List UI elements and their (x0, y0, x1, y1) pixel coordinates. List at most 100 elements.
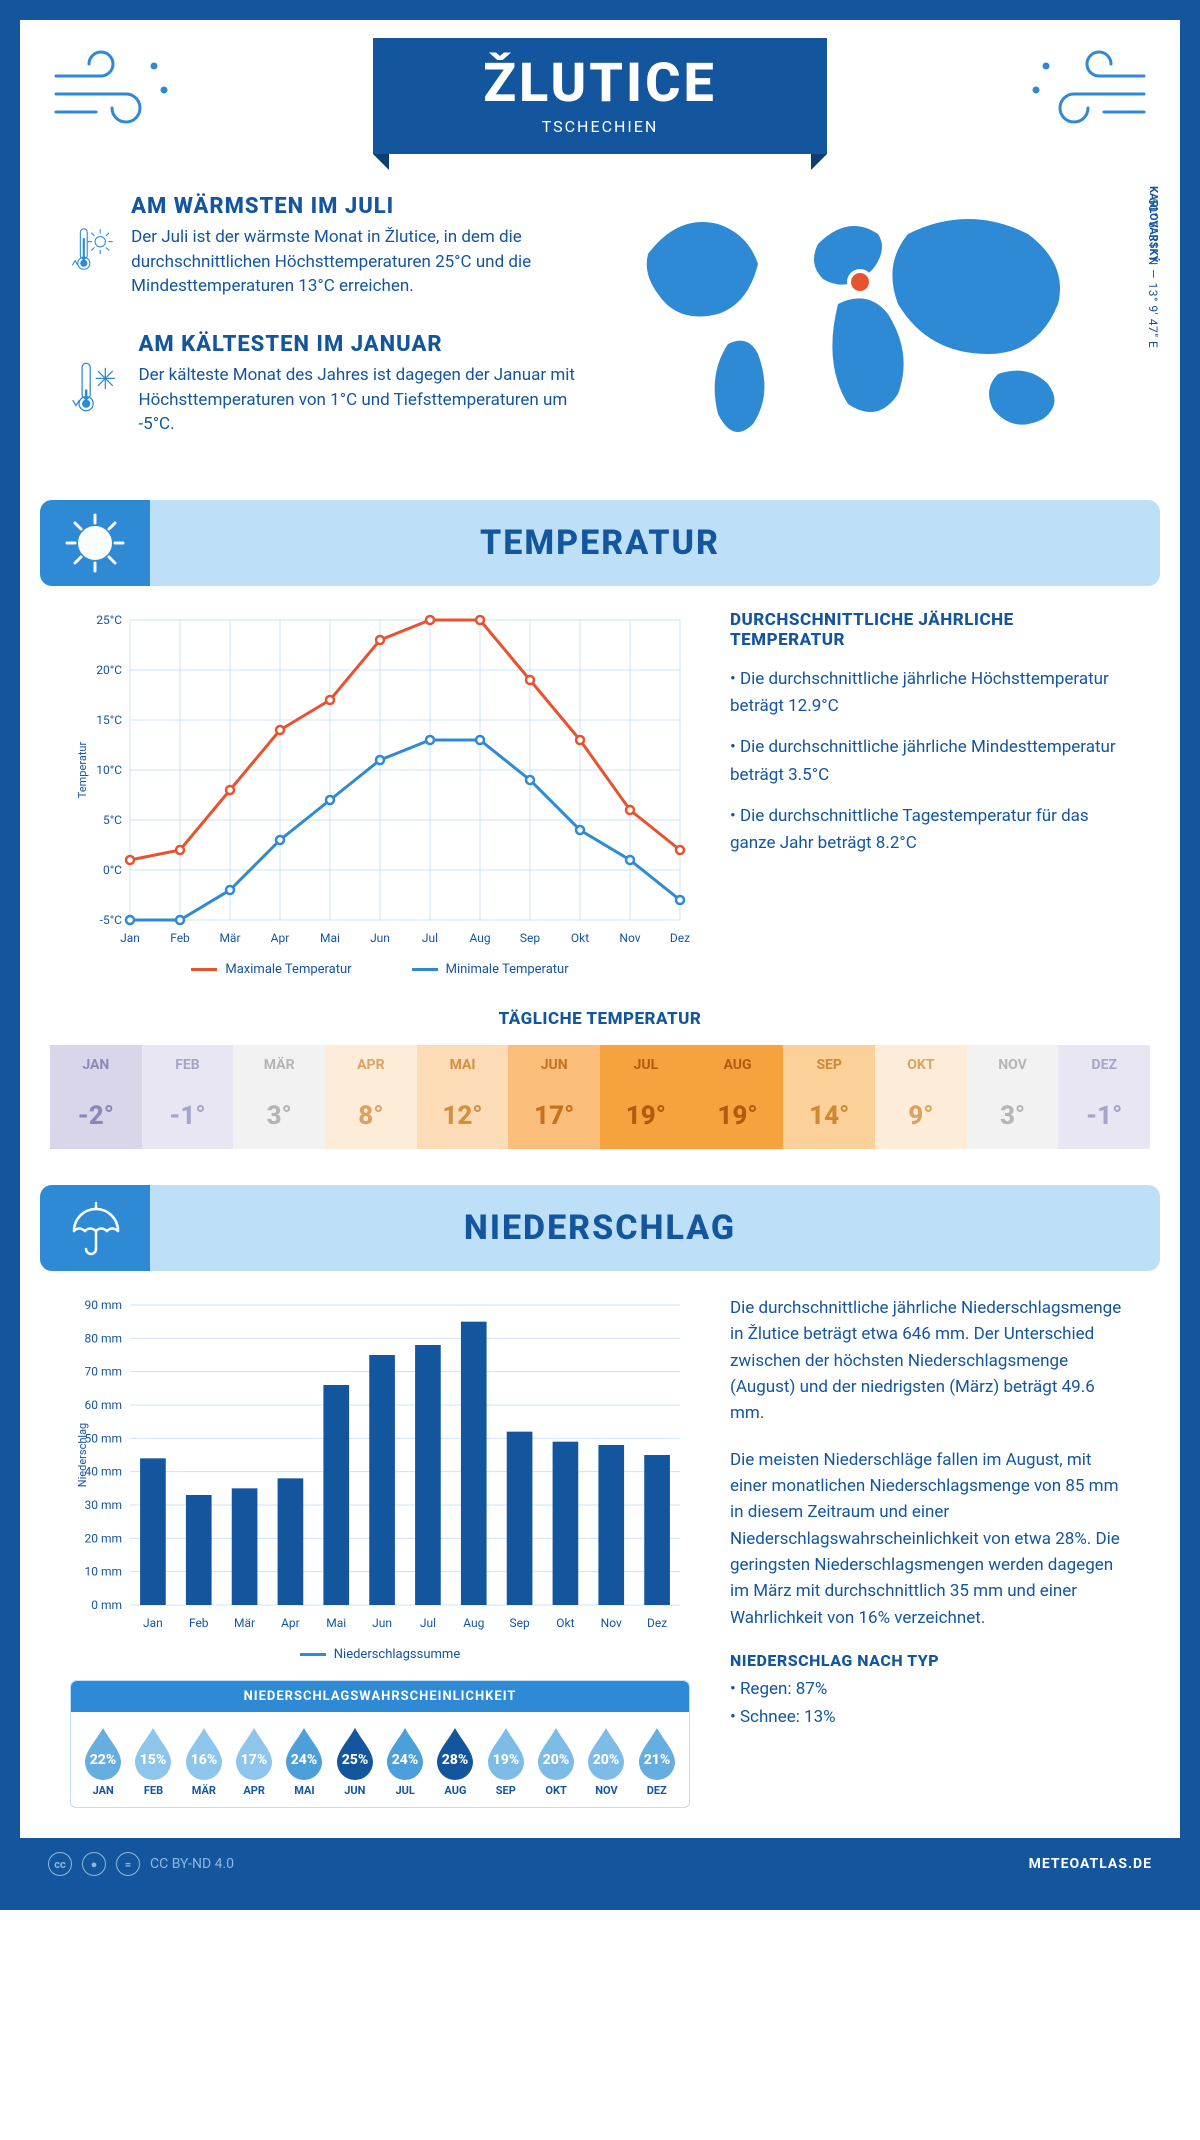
thermometer-cold-icon (70, 332, 120, 442)
wind-icon (1022, 46, 1152, 136)
temperature-title: TEMPERATUR (480, 523, 720, 563)
temp-bullet-2: • Die durchschnittliche jährliche Mindes… (730, 734, 1130, 788)
precip-title: NIEDERSCHLAG (464, 1208, 736, 1248)
svg-text:20 mm: 20 mm (84, 1531, 122, 1545)
prob-title: NIEDERSCHLAGSWAHRSCHEINLICHKEIT (71, 1681, 689, 1712)
svg-text:80 mm: 80 mm (84, 1331, 122, 1345)
coldest-text: Der kälteste Monat des Jahres ist dagege… (138, 363, 597, 437)
temperature-info: DURCHSCHNITTLICHE JÄHRLICHE TEMPERATUR •… (730, 610, 1130, 977)
precip-section-head: NIEDERSCHLAG (40, 1185, 1160, 1271)
svg-text:Dez: Dez (647, 1616, 667, 1630)
svg-text:Mai: Mai (320, 931, 340, 945)
wind-icon (48, 46, 178, 136)
svg-text:Temperatur: Temperatur (76, 742, 89, 799)
svg-text:Feb: Feb (189, 1616, 209, 1630)
title-ribbon: ŽLUTICE TSCHECHIEN (373, 38, 827, 154)
svg-text:15°C: 15°C (96, 713, 122, 727)
warmest-title: AM WÄRMSTEN IM JULI (131, 194, 597, 219)
svg-text:24%: 24% (291, 1752, 318, 1768)
svg-text:10°C: 10°C (96, 763, 122, 777)
svg-text:28%: 28% (442, 1752, 469, 1768)
precip-info: Die durchschnittliche jährliche Niedersc… (730, 1295, 1130, 1808)
coords-label: 50° 5' 31" N — 13° 9' 47" E (1146, 198, 1160, 348)
daily-cell: APR8° (325, 1045, 417, 1149)
prob-drop: 20%OKT (532, 1724, 580, 1797)
precip-type-2: • Schnee: 13% (730, 1704, 1130, 1730)
svg-text:Mai: Mai (326, 1616, 346, 1630)
svg-text:90 mm: 90 mm (84, 1298, 122, 1312)
legend-min: Minimale Temperatur (412, 962, 569, 977)
by-icon: ● (82, 1852, 106, 1876)
svg-text:20%: 20% (593, 1752, 620, 1768)
svg-text:Jun: Jun (370, 931, 390, 945)
svg-text:30 mm: 30 mm (84, 1498, 122, 1512)
svg-text:20°C: 20°C (96, 663, 122, 677)
prob-drop: 24%JUL (381, 1724, 429, 1797)
prob-drop: 17%APR (230, 1724, 278, 1797)
header: ŽLUTICE TSCHECHIEN (20, 20, 1180, 154)
svg-text:Jul: Jul (420, 1616, 436, 1630)
warmest-block: AM WÄRMSTEN IM JULI Der Juli ist der wär… (70, 194, 598, 304)
svg-text:0 mm: 0 mm (91, 1598, 122, 1612)
svg-text:16%: 16% (191, 1752, 218, 1768)
svg-text:Mär: Mär (219, 931, 240, 945)
svg-text:10 mm: 10 mm (84, 1565, 122, 1579)
sun-icon (63, 511, 127, 575)
temperature-section-head: TEMPERATUR (40, 500, 1160, 586)
daily-cell: DEZ-1° (1058, 1045, 1150, 1149)
svg-text:Jan: Jan (120, 931, 140, 945)
svg-text:Jul: Jul (422, 931, 438, 945)
temp-bullet-1: • Die durchschnittliche jährliche Höchst… (730, 666, 1130, 720)
legend-max: Maximale Temperatur (191, 962, 351, 977)
daily-cell: JAN-2° (50, 1045, 142, 1149)
temperature-line-chart: -5°C0°C5°C10°C15°C20°C25°CJanFebMärAprMa… (70, 610, 690, 977)
svg-text:Sep: Sep (509, 1616, 529, 1630)
prob-drop: 25%JUN (331, 1724, 379, 1797)
footer: cc ● = CC BY-ND 4.0 METEOATLAS.DE (20, 1838, 1180, 1890)
daily-cell: NOV3° (967, 1045, 1059, 1149)
world-map-block: KARLOVARSKÝ 50° 5' 31" N — 13° 9' 47" E (628, 194, 1130, 470)
precip-text-1: Die durchschnittliche jährliche Niedersc… (730, 1295, 1130, 1427)
nd-icon: = (116, 1852, 140, 1876)
svg-text:Nov: Nov (601, 1616, 622, 1630)
daily-cell: MAI12° (417, 1045, 509, 1149)
svg-text:Aug: Aug (469, 931, 490, 945)
svg-text:Feb: Feb (170, 931, 190, 945)
svg-text:50 mm: 50 mm (84, 1431, 122, 1445)
svg-text:Sep: Sep (520, 931, 540, 945)
coldest-title: AM KÄLTESTEN IM JANUAR (138, 332, 597, 357)
prob-drop: 22%JAN (79, 1724, 127, 1797)
svg-text:21%: 21% (644, 1752, 671, 1768)
daily-cell: JUN17° (508, 1045, 600, 1149)
svg-text:Okt: Okt (556, 1616, 574, 1630)
svg-text:70 mm: 70 mm (84, 1365, 122, 1379)
svg-text:Mär: Mär (234, 1616, 255, 1630)
precip-legend: Niederschlagssumme (70, 1647, 690, 1662)
coldest-block: AM KÄLTESTEN IM JANUAR Der kälteste Mona… (70, 332, 598, 442)
precip-probability-box: NIEDERSCHLAGSWAHRSCHEINLICHKEIT 22%JAN15… (70, 1680, 690, 1808)
country-subtitle: TSCHECHIEN (483, 117, 717, 136)
daily-cell: MÄR3° (233, 1045, 325, 1149)
city-title: ŽLUTICE (483, 52, 717, 115)
svg-text:19%: 19% (493, 1752, 520, 1768)
svg-text:60 mm: 60 mm (84, 1398, 122, 1412)
temp-legend: Maximale Temperatur Minimale Temperatur (70, 962, 690, 977)
svg-text:0°C: 0°C (103, 863, 122, 877)
daily-cell: OKT9° (875, 1045, 967, 1149)
license-text: CC BY-ND 4.0 (150, 1856, 234, 1872)
precip-text-2: Die meisten Niederschläge fallen im Augu… (730, 1447, 1130, 1631)
precip-bar-chart: 0 mm10 mm20 mm30 mm40 mm50 mm60 mm70 mm8… (70, 1295, 690, 1635)
prob-drop: 16%MÄR (180, 1724, 228, 1797)
precip-type-1: • Regen: 87% (730, 1676, 1130, 1702)
warmest-text: Der Juli ist der wärmste Monat in Žlutic… (131, 225, 597, 299)
svg-text:22%: 22% (90, 1752, 117, 1768)
svg-text:Dez: Dez (670, 931, 690, 945)
svg-text:Nov: Nov (619, 931, 640, 945)
daily-temp-grid: JAN-2°FEB-1°MÄR3°APR8°MAI12°JUN17°JUL19°… (50, 1045, 1150, 1149)
svg-text:Jan: Jan (143, 1616, 163, 1630)
prob-drop: 15%FEB (129, 1724, 177, 1797)
svg-text:Jun: Jun (372, 1616, 392, 1630)
svg-text:Apr: Apr (271, 931, 290, 945)
svg-text:25%: 25% (342, 1752, 369, 1768)
daily-temp-title: TÄGLICHE TEMPERATUR (20, 1009, 1180, 1029)
